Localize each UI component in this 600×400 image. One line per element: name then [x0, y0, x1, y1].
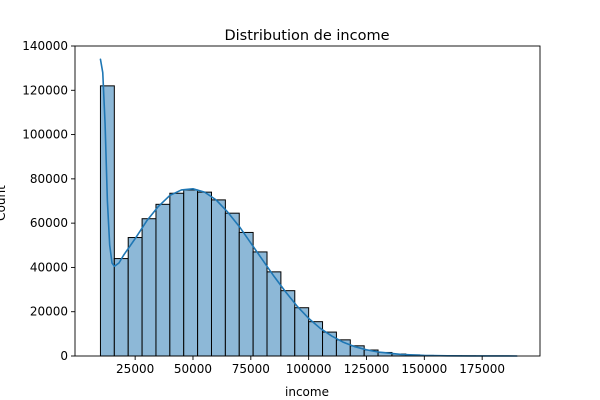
histogram-bar [155, 203, 171, 357]
y-tick-label: 60000 [30, 216, 68, 230]
x-tick-label: 125000 [344, 362, 390, 376]
x-tick-label: 175000 [459, 362, 505, 376]
histogram-bar [210, 199, 226, 357]
histogram-bar [308, 321, 324, 357]
y-tick-label: 40000 [30, 260, 68, 274]
y-tick-label: 140000 [22, 39, 68, 53]
histogram-bar [127, 237, 143, 357]
x-tick-label: 100000 [286, 362, 332, 376]
histogram-bar [141, 218, 157, 357]
histogram-bar [169, 192, 185, 357]
x-tick-label: 25000 [116, 362, 154, 376]
kde-line [99, 58, 518, 357]
histogram-bar [224, 212, 240, 357]
kde-group [99, 58, 518, 357]
axes-group: 25000 50000 75000 100000 125000 150000 175000 0… [22, 39, 541, 376]
y-tick-label: 120000 [22, 83, 68, 97]
histogram-bar [197, 191, 212, 357]
y-tick-label: 20000 [30, 305, 68, 319]
histogram-bar [183, 189, 199, 357]
y-tick-label: 80000 [30, 172, 68, 186]
histogram-bar [322, 331, 337, 357]
x-tick-label: 150000 [401, 362, 447, 376]
histogram-bar [294, 307, 310, 357]
y-axis-label: Count [0, 185, 8, 221]
x-axis-label: income [285, 385, 329, 399]
histogram-bar [266, 271, 282, 357]
y-tick-label: 100000 [22, 128, 68, 142]
bars-group [99, 85, 518, 357]
x-tick-label: 75000 [232, 362, 270, 376]
histogram-bar [252, 251, 268, 357]
chart-title: Distribution de income [224, 28, 389, 44]
x-tick-label: 50000 [174, 362, 212, 376]
histogram-bar [99, 85, 115, 357]
y-tick-label: 0 [60, 349, 68, 363]
histogram-bar [238, 231, 254, 357]
plot-frame [74, 45, 541, 357]
histogram-bar [113, 258, 129, 357]
